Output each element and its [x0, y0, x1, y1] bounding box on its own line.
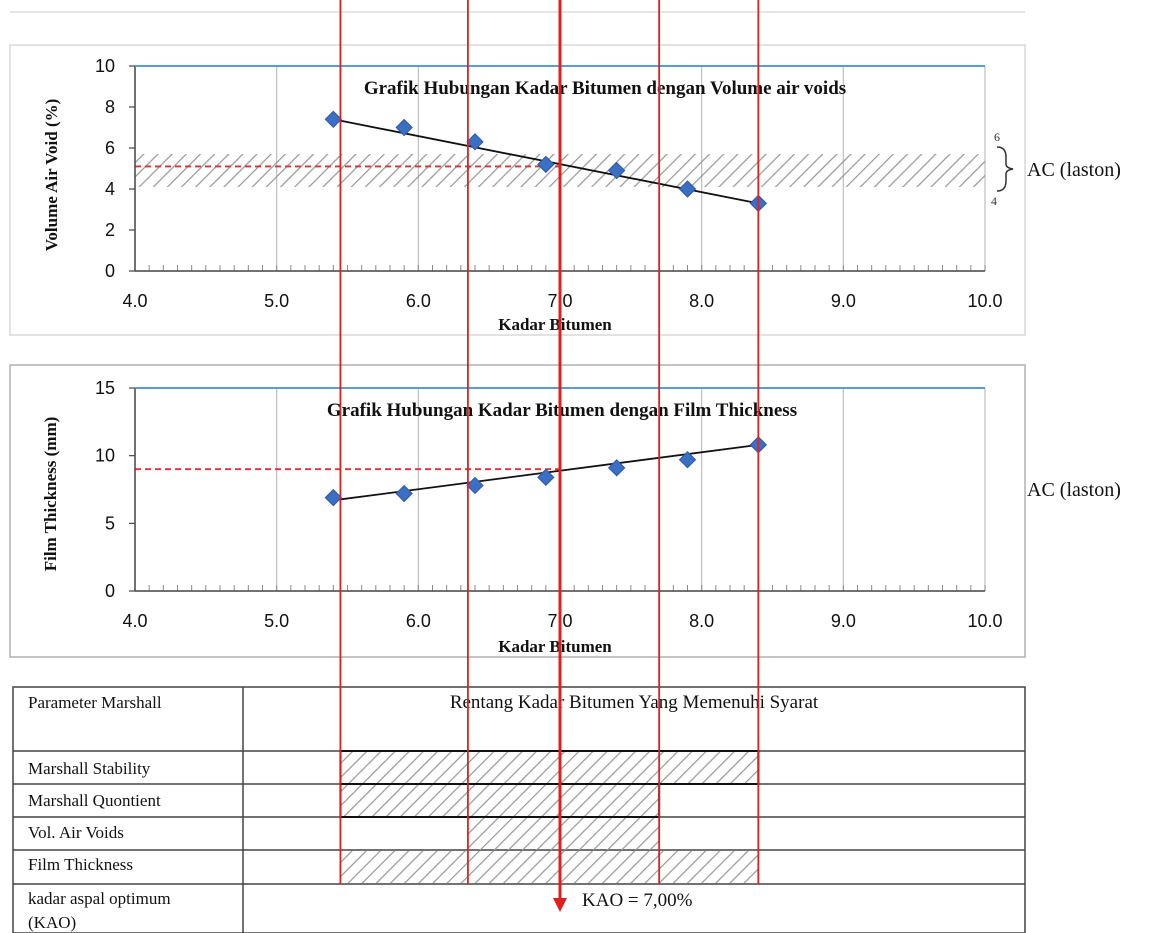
data-point [395, 118, 413, 137]
chart1-points [324, 110, 768, 213]
x-tick-label: 4.0 [122, 611, 147, 631]
data-point [678, 180, 697, 198]
row-label-vol-air-voids: Vol. Air Voids [28, 823, 124, 842]
chart1-ylabel: Volume Air Void (%) [42, 99, 61, 252]
chart1-xlabel: Kadar Bitumen [498, 315, 612, 334]
x-tick-label: 8.0 [689, 611, 714, 631]
chart1-y-ticks: 0 2 4 6 8 10 [95, 56, 115, 281]
y-tick-label: 10 [95, 56, 115, 76]
y-tick-label: 0 [105, 261, 115, 281]
x-tick-label: 5.0 [264, 291, 289, 311]
y-tick-label: 6 [105, 138, 115, 158]
data-point [537, 155, 555, 174]
x-tick-label: 6.0 [406, 291, 431, 311]
range-bar [340, 785, 660, 817]
chart2-xlabel: Kadar Bitumen [498, 637, 612, 656]
table-frame [12, 686, 1026, 933]
x-tick-label: 4.0 [122, 291, 147, 311]
row-label-marshall-stability: Marshall Stability [28, 759, 151, 778]
chart1-title: Grafik Hubungan Kadar Bitumen dengan Vol… [364, 78, 846, 99]
y-tick-label: 8 [105, 97, 115, 117]
x-tick-label: 6.0 [406, 611, 431, 631]
table-header-param: Parameter Marshall [28, 693, 162, 712]
table-header-range: Rentang Kadar Bitumen Yang Memenuhi Syar… [450, 692, 819, 713]
band-brace-icon [996, 146, 1014, 192]
data-point [537, 468, 555, 487]
range-bar [467, 818, 660, 850]
band-max-label: 6 [994, 130, 1000, 144]
kao-arrow-icon [553, 898, 567, 912]
data-point [678, 451, 697, 469]
chart2-x-ticks: 4.05.06.07.08.09.010.0 [122, 611, 1002, 631]
y-tick-label: 2 [105, 220, 115, 240]
row-label-film-thickness: Film Thickness [28, 855, 133, 874]
y-tick-label: 4 [105, 179, 115, 199]
y-tick-label: 10 [95, 446, 115, 466]
data-point [607, 459, 626, 477]
marshall-table: Parameter Marshall Rentang Kadar Bitumen… [12, 686, 1026, 933]
data-point [324, 110, 343, 129]
range-bar [340, 752, 759, 784]
chart1-frame [9, 44, 1026, 336]
chart2-y-ticks: 0 5 10 15 [95, 378, 115, 601]
row-label-marshall-quontient: Marshall Quontient [28, 791, 161, 810]
chart2-ylabel: Film Thickness (mm) [41, 417, 60, 572]
chart2-title: Grafik Hubungan Kadar Bitumen dengan Fil… [327, 400, 797, 421]
chart2-spec-label: AC (laston) [1027, 479, 1121, 501]
chart1-spec-label: AC (laston) [1027, 159, 1121, 181]
data-point [466, 476, 484, 495]
kao-result: KAO = 7,00% [582, 890, 693, 911]
x-tick-label: 9.0 [831, 291, 856, 311]
chart2-frame [9, 364, 1026, 658]
y-tick-label: 15 [95, 378, 115, 398]
x-tick-label: 8.0 [689, 291, 714, 311]
row-label-kao: kadar aspal optimum [28, 889, 171, 908]
data-point [395, 484, 413, 503]
data-point [466, 133, 484, 151]
x-tick-label: 10.0 [967, 291, 1002, 311]
data-point [607, 161, 626, 180]
y-tick-label: 0 [105, 581, 115, 601]
data-point [324, 488, 343, 507]
guide-lines [339, 0, 760, 900]
band-min-label: 4 [991, 194, 997, 208]
x-tick-label: 5.0 [264, 611, 289, 631]
x-tick-label: 9.0 [831, 611, 856, 631]
x-tick-label: 10.0 [967, 611, 1002, 631]
chart1-x-ticks: 4.05.06.07.08.09.010.0 [122, 291, 1002, 311]
y-tick-label: 5 [105, 513, 115, 533]
range-bar [340, 851, 759, 883]
row-label-kao-abbr: (KAO) [28, 913, 76, 932]
